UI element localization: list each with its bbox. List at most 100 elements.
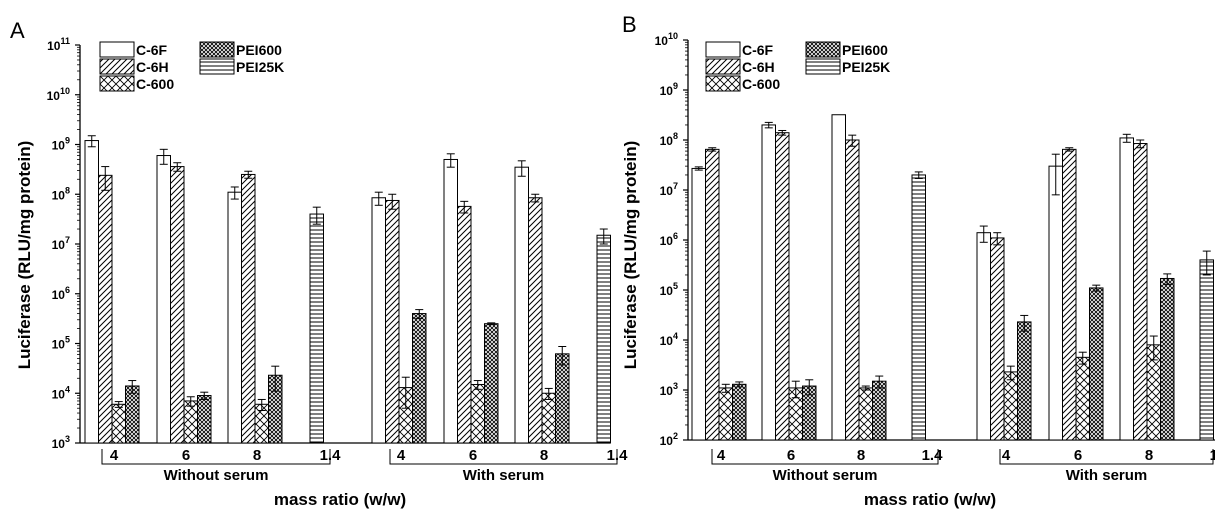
panel-b-bar-c6f: [1048, 165, 1063, 441]
panel-a-bar-c6h: [528, 197, 543, 444]
panel-a-x-axis-title: mass ratio (w/w): [274, 490, 406, 509]
panel-a-legend-label-pei25k: PEI25K: [236, 59, 284, 75]
panel-a-bar-c600: [183, 400, 198, 444]
panel-b-legend-label-c600: C-600: [742, 76, 780, 92]
panel-b-category-label: 1.4: [1210, 447, 1215, 464]
panel-b-bar-c6f: [761, 124, 776, 441]
panel-a-legend-label-c6h: C-6H: [136, 59, 169, 75]
panel-b-bar-c6h: [775, 132, 790, 441]
panel-a-bar-pei600: [125, 385, 140, 444]
panel-b-category-label: 8: [1145, 447, 1153, 464]
panel-b-y-tick-label: 1010: [655, 31, 678, 48]
panel-b: B Luciferase (RLU/mg protein) mass ratio…: [621, 12, 1215, 509]
panel-a-y-tick-label: 1011: [47, 36, 70, 53]
panel-a-bar-c600: [470, 383, 485, 444]
panel-b-y-tick-label: 104: [660, 331, 678, 348]
panel-a-y-tick-label: 104: [52, 384, 70, 401]
panel-a-y-tick-label: 107: [52, 235, 70, 252]
panel-b-plot-area: 102 103 104 105 106 107 108 109 1010 4 6 8 1.4 4 6 8 1.4…: [655, 31, 1215, 484]
panel-a-legend-label-c6f: C-6F: [136, 42, 168, 58]
panel-a-legend-swatch-pei25k: [199, 58, 235, 75]
panel-a-y-tick-label: 1010: [47, 86, 70, 103]
panel-b-legend-swatch-c6h: [705, 58, 741, 75]
panel-a-bar-pei600: [197, 395, 212, 444]
panel-a-bar-c6h: [457, 205, 472, 444]
panel-b-group-label: Without serum: [773, 467, 878, 484]
panel-a-y-tick-label: 105: [52, 335, 70, 352]
panel-b-bar-c6f: [1119, 137, 1134, 441]
panel-a-bar-pei25k: [596, 234, 611, 444]
panel-a-category-label: 4: [110, 447, 119, 464]
panel-a-legend: C-6F PEI600 C-6H PEI25K C-600: [99, 41, 284, 92]
panel-a-legend-label-pei600: PEI600: [236, 42, 282, 58]
panel-a-bar-c6h: [98, 174, 113, 444]
panel-b-category-label: 6: [1074, 447, 1082, 464]
panel-b-legend: C-6F PEI600 C-6H PEI25K C-600: [705, 41, 890, 92]
panel-a-y-axis-title: Luciferase (RLU/mg protein): [15, 141, 34, 370]
panel-b-bar-pei600: [1017, 321, 1032, 441]
panel-a: A Luciferase (RLU/mg protein) mass ratio…: [10, 18, 628, 509]
panel-a-legend-swatch-pei600: [199, 41, 235, 58]
panel-a-group-label: Without serum: [164, 467, 269, 484]
panel-a-bar-c6f: [84, 140, 99, 444]
panel-a-category-label: 6: [469, 447, 477, 464]
panel-b-bar-pei25k: [911, 174, 926, 441]
panel-b-y-tick-label: 102: [660, 431, 678, 448]
panel-a-letter: A: [10, 18, 25, 43]
panel-b-y-tick-label: 106: [660, 231, 678, 248]
panel-b-letter: B: [622, 12, 637, 37]
panel-a-bar-c6f: [227, 191, 242, 444]
panel-a-bar-c6h: [385, 199, 400, 444]
panel-a-bar-c600: [111, 403, 126, 444]
panel-a-category-label: 8: [540, 447, 548, 464]
panel-b-bar-pei600: [872, 380, 887, 441]
panel-b-legend-swatch-pei25k: [805, 58, 841, 75]
panel-a-bar-c6f: [371, 197, 386, 444]
panel-b-bar-c600: [1003, 371, 1018, 441]
panel-a-bar-pei600: [555, 353, 570, 444]
panel-b-legend-label-pei600: PEI600: [842, 42, 888, 58]
panel-b-bar-c6f: [831, 114, 846, 441]
panel-a-bar-c600: [541, 392, 556, 444]
panel-a-bar-c6h: [170, 166, 185, 444]
panel-b-y-tick-label: 108: [660, 131, 678, 148]
panel-b-bar-c600: [858, 387, 873, 441]
panel-b-y-axis-title: Luciferase (RLU/mg protein): [621, 141, 640, 370]
panel-b-category-label: 6: [787, 447, 795, 464]
panel-a-legend-swatch-c6h: [99, 58, 135, 75]
panel-a-bar-pei600: [484, 323, 499, 444]
panel-b-bar-pei600: [1089, 287, 1104, 441]
panel-a-legend-swatch-c6f: [99, 41, 135, 58]
panel-b-legend-swatch-pei600: [805, 41, 841, 58]
panel-a-y-tick-label: 103: [52, 434, 70, 451]
panel-b-legend-label-c6h: C-6H: [742, 59, 775, 75]
panel-a-y-tick-label: 106: [52, 285, 70, 302]
panel-b-y-tick-label: 107: [660, 181, 678, 198]
panel-a-category-label: 8: [253, 447, 261, 464]
panel-a-y-tick-label: 109: [52, 136, 70, 153]
panel-a-category-label: 4: [397, 447, 406, 464]
panel-b-category-label: 4: [1002, 447, 1011, 464]
panel-a-bar-c6h: [241, 173, 256, 444]
panel-b-bar-pei25k: [1199, 259, 1214, 441]
panel-b-bar-c600: [718, 387, 733, 441]
panel-a-bar-c6f: [156, 155, 171, 444]
panel-a-group-bracket: [101, 449, 331, 465]
panel-a-category-label: 6: [182, 447, 190, 464]
panel-b-category-label: 8: [857, 447, 865, 464]
panel-b-group-label: With serum: [1066, 467, 1148, 484]
panel-a-legend-label-c600: C-600: [136, 76, 174, 92]
panel-b-bar-c6h: [1133, 143, 1148, 441]
panel-b-legend-swatch-c6f: [705, 41, 741, 58]
panel-a-group-label: With serum: [463, 467, 545, 484]
panel-b-category-label: 4: [717, 447, 726, 464]
panel-b-bar-c6f: [691, 167, 706, 441]
panel-b-bar-c600: [1075, 356, 1090, 441]
panel-b-bar-c6h: [1062, 148, 1077, 441]
panel-a-bar-c6f: [443, 158, 458, 444]
panel-a-group-bracket: [389, 449, 618, 465]
panel-b-bar-pei600: [1160, 277, 1175, 441]
panel-a-y-tick-label: 108: [52, 185, 70, 202]
